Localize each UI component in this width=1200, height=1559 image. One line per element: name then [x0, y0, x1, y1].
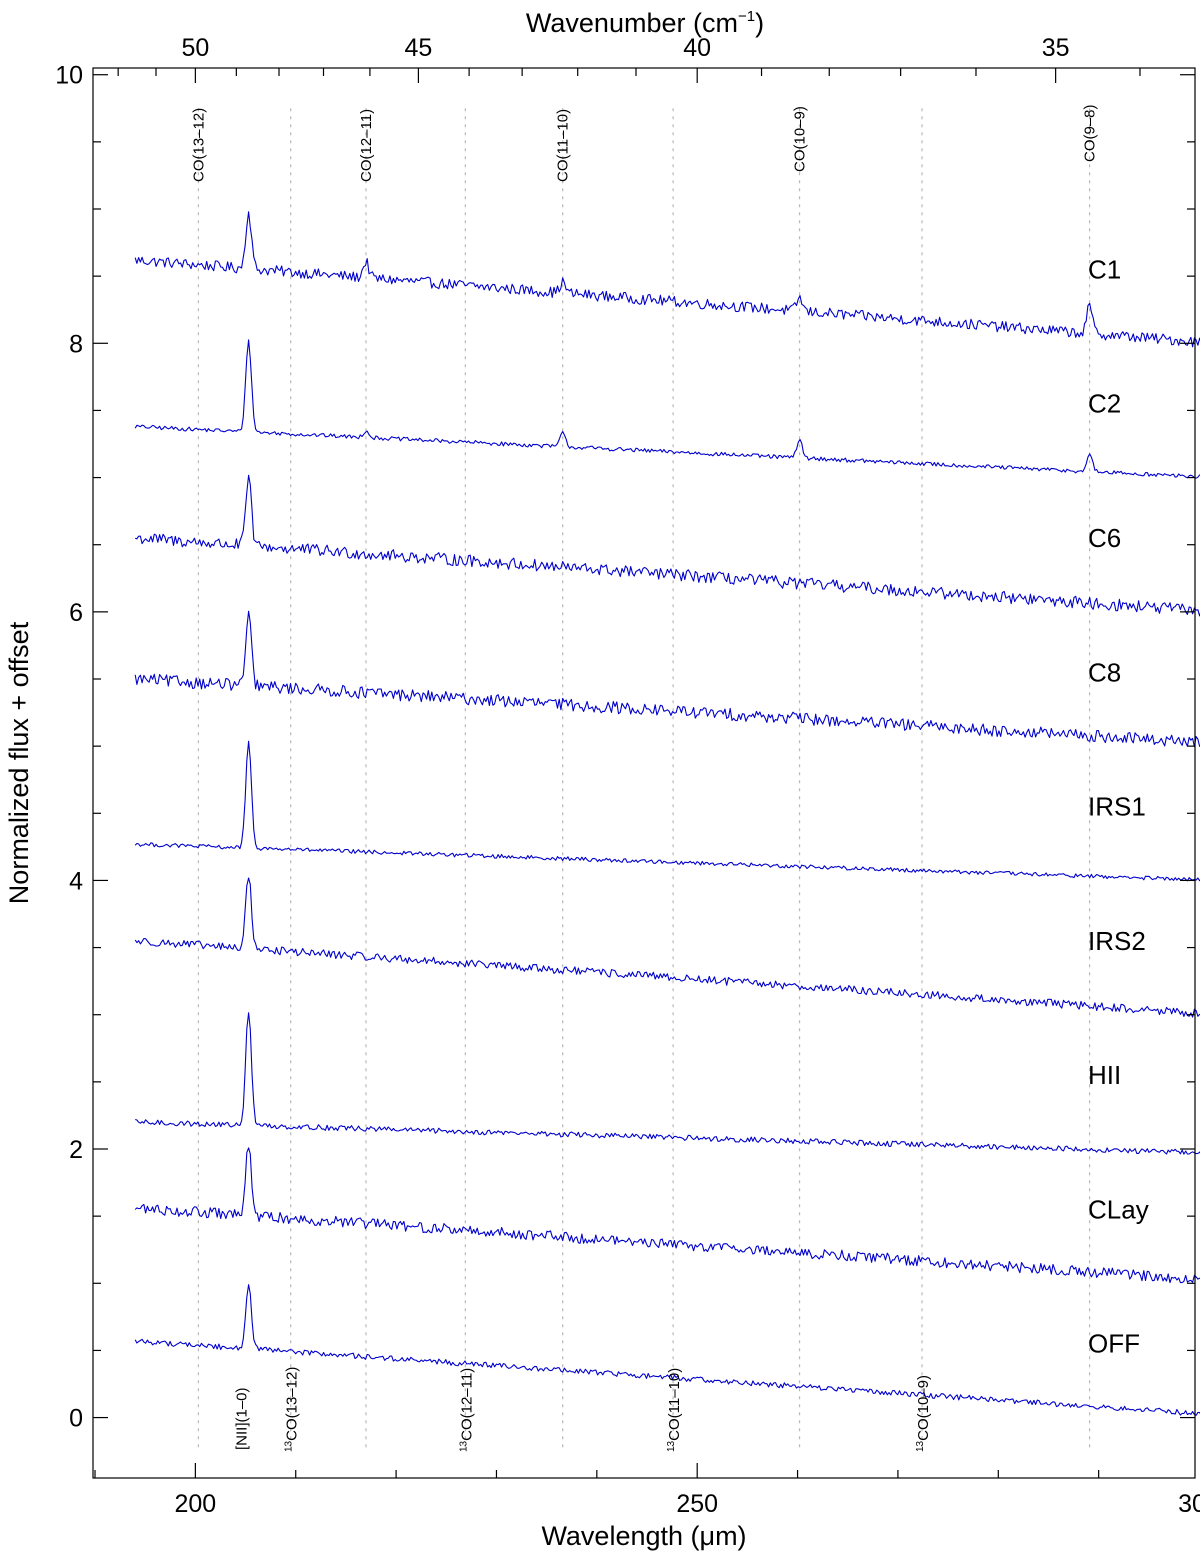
isotope-label-text: CO(11–10)	[666, 1368, 683, 1441]
spectrum-line-irs1	[134, 740, 1200, 882]
top-tick-label: 35	[1042, 34, 1070, 62]
axes-group: 200 250 300 50 45 40 35 0 2 4 6 8 10	[55, 34, 1200, 1518]
spectrum-line-c1	[134, 211, 1200, 348]
x-tick-label: 250	[676, 1490, 718, 1518]
spectrum-line-c6	[135, 474, 1200, 617]
top-axis-title: Wavenumber (cm−1)	[526, 8, 764, 38]
series-label-clay: CLay	[1088, 1194, 1149, 1224]
y-tick-label: 2	[69, 1136, 83, 1164]
line-markers	[197, 108, 1091, 1452]
co-line-label: CO(12–11)	[358, 109, 375, 182]
series-label-c1: C1	[1088, 254, 1121, 284]
isotope-line-label: 13CO(10–9)	[915, 1375, 932, 1452]
isotope-line-label: 13CO(13–12)	[284, 1367, 301, 1452]
top-axis-title-close: )	[755, 8, 764, 38]
series-label-off: OFF	[1088, 1329, 1140, 1359]
co-line-label: CO(11–10)	[555, 109, 572, 182]
series-label-c8: C8	[1088, 657, 1121, 687]
isotope-line-label: 13CO(11–10)	[666, 1368, 683, 1452]
series-label-c2: C2	[1088, 389, 1121, 419]
series-label-hii: HII	[1088, 1060, 1121, 1090]
top-tick-label: 40	[683, 34, 711, 62]
y-tick-label: 6	[69, 599, 83, 627]
spectrum-line-c2	[134, 339, 1200, 479]
isotope-superscript: 13	[284, 1440, 295, 1452]
y-tick-label: 10	[55, 62, 83, 90]
spectrum-line-c8	[134, 610, 1200, 748]
isotope-label-text: CO(10–9)	[915, 1375, 932, 1441]
top-tick-label: 45	[404, 34, 432, 62]
top-tick-label: 50	[181, 34, 209, 62]
nii-line-label: [NII](1–0)	[234, 1387, 251, 1450]
top-axis-title-text: Wavenumber (cm	[526, 8, 738, 38]
y-tick-label: 8	[69, 330, 83, 358]
series-group	[134, 211, 1200, 1416]
isotope-label-text: CO(13–12)	[284, 1367, 301, 1441]
spectrum-line-clay	[134, 1147, 1200, 1284]
co-line-label: CO(9–8)	[1082, 104, 1099, 162]
x-axis-title: Wavelength (μm)	[541, 1521, 746, 1551]
isotope-superscript: 13	[458, 1440, 469, 1452]
isotope-line-label: 13CO(12–11)	[458, 1368, 475, 1452]
y-tick-label: 4	[69, 867, 83, 895]
isotope-superscript: 13	[666, 1440, 677, 1452]
plot-frame	[92, 67, 1196, 1479]
x-tick-label: 200	[175, 1490, 217, 1518]
spectrum-line-off	[134, 1284, 1200, 1416]
top-axis-title-exponent: −1	[738, 8, 755, 25]
y-tick-label: 0	[69, 1405, 83, 1433]
y-axis-title: Normalized flux + offset	[4, 621, 34, 904]
series-label-irs2: IRS2	[1088, 926, 1146, 956]
spectrum-line-hii	[135, 1012, 1200, 1155]
isotope-label-text: CO(12–11)	[458, 1368, 475, 1441]
x-tick-label: 300	[1178, 1490, 1200, 1518]
series-label-c6: C6	[1088, 523, 1121, 553]
spectrum-line-irs2	[134, 877, 1200, 1018]
line-labels-group: C1 C2 C6 C8 IRS1 IRS2 HII CLay OFF CO(13–12) CO(12…	[190, 104, 1149, 1452]
co-line-label: CO(13–12)	[190, 108, 207, 182]
isotope-superscript: 13	[915, 1440, 926, 1452]
series-label-irs1: IRS1	[1088, 792, 1146, 822]
co-line-label: CO(10–9)	[792, 106, 809, 172]
